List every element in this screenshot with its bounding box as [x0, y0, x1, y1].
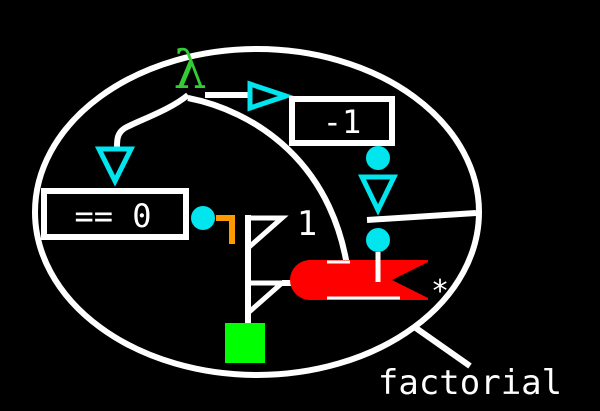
recursion-input-triangle [358, 174, 398, 216]
base-value-label: 1 [297, 204, 317, 244]
decrement-output-port [366, 146, 390, 170]
lambda-symbol: λ [174, 41, 207, 101]
zero-test-output-port [191, 206, 215, 230]
multiply-label: * [431, 274, 449, 309]
multiplier-cap [290, 260, 330, 300]
function-name-label: factorial [378, 363, 562, 403]
decrement-box [289, 96, 395, 146]
wire-lambda-to-multiplier [187, 95, 353, 291]
recursion-output-port [366, 228, 390, 252]
condition-link [216, 215, 235, 244]
zero-test-input-triangle [94, 146, 136, 187]
decrement-label: -1 [323, 103, 362, 141]
conditional-true-branch [245, 215, 289, 254]
multiplier-notch [392, 262, 428, 298]
function-boundary-ellipse [32, 46, 482, 378]
decrement-input-triangle [247, 80, 294, 112]
multiplier-operator [290, 260, 428, 300]
zero-test-label: == 0 [74, 197, 151, 235]
function-name-pointer [411, 323, 472, 369]
result-output-node [225, 323, 265, 363]
wire-lambda-to-zero-test [114, 92, 190, 148]
recursion-call-wire [366, 210, 477, 223]
conditional-false-branch [245, 280, 289, 319]
multiplier-inner-wire [327, 260, 400, 300]
zero-test-box [41, 188, 189, 240]
